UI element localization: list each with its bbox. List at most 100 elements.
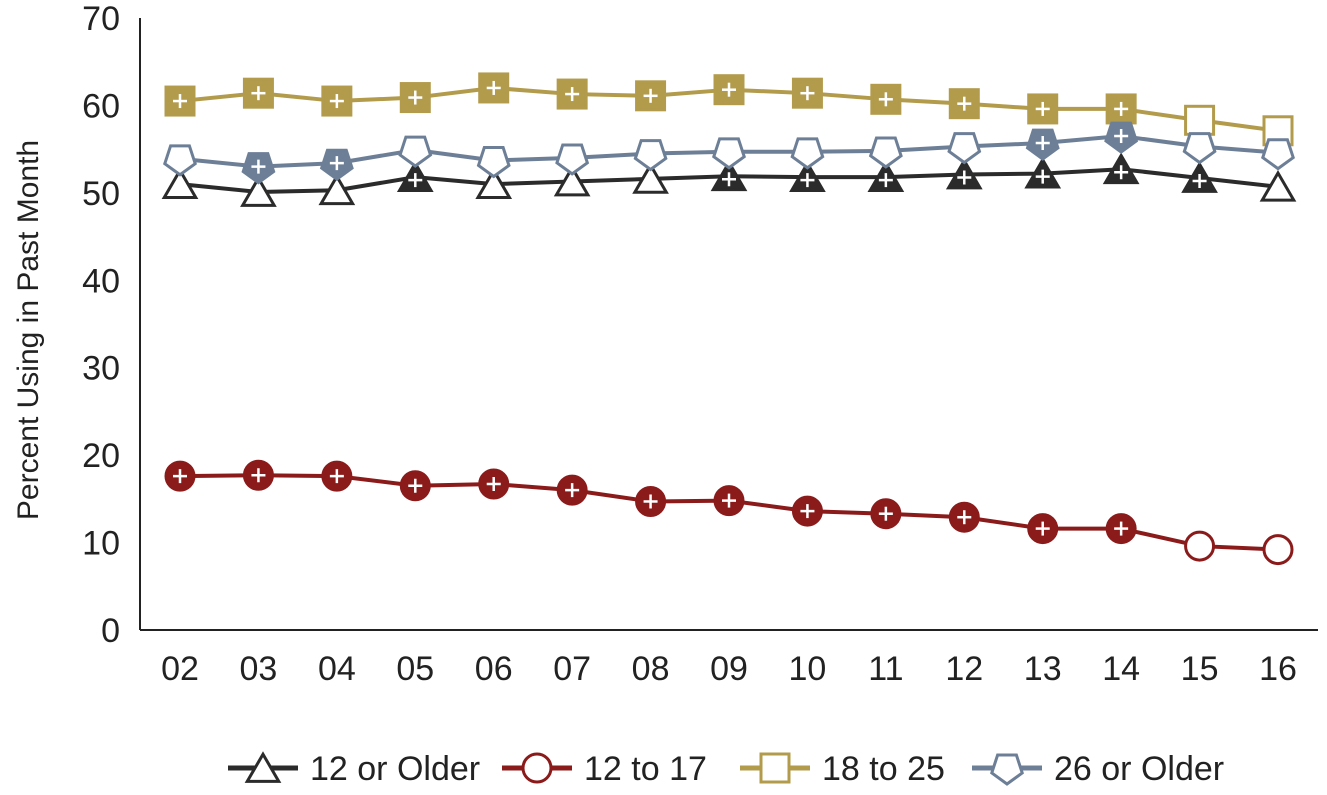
x-tick-label: 14 xyxy=(1102,650,1140,688)
significance-plus-icon xyxy=(173,469,187,484)
data-point xyxy=(318,173,356,206)
y-tick-label: 0 xyxy=(101,612,120,650)
significance-plus-icon xyxy=(251,468,266,483)
data-point xyxy=(1261,138,1295,171)
significance-plus-icon xyxy=(1192,173,1207,188)
y-tick-label: 50 xyxy=(82,175,120,213)
significance-plus-icon xyxy=(408,173,423,188)
legend-item: 26 or Older xyxy=(972,750,1224,788)
data-point xyxy=(948,88,980,120)
data-point xyxy=(478,72,510,104)
data-point xyxy=(790,137,825,170)
y-tick-labels: 0 10 20 30 40 50 60 70 xyxy=(82,0,120,650)
significance-plus-icon xyxy=(878,173,893,188)
significance-plus-icon xyxy=(1114,165,1129,180)
significance-plus-icon xyxy=(486,80,501,95)
significance-plus-icon xyxy=(408,478,423,493)
legend-marker xyxy=(990,753,1024,786)
chart-axes xyxy=(139,18,1318,631)
significance-plus-icon xyxy=(878,92,893,107)
significance-plus-icon xyxy=(251,86,266,101)
data-point xyxy=(475,167,513,199)
data-point xyxy=(633,139,668,172)
significance-plus-icon xyxy=(565,483,580,498)
legend: 12 or Older 12 to 17 18 to 25 26 or Older xyxy=(228,750,1224,788)
series-12-or-older xyxy=(161,152,1297,207)
x-tick-label: 09 xyxy=(710,650,748,688)
significance-plus-icon xyxy=(1035,521,1050,536)
data-point xyxy=(1184,530,1216,562)
significance-plus-icon xyxy=(800,504,815,519)
significance-plus-icon xyxy=(1035,101,1050,116)
significance-plus-icon xyxy=(329,94,344,109)
data-point xyxy=(163,144,197,177)
legend-label: 26 or Older xyxy=(1054,750,1224,788)
significance-plus-icon xyxy=(1035,169,1050,184)
legend-marker xyxy=(244,751,282,783)
data-point xyxy=(553,164,591,197)
x-tick-label: 15 xyxy=(1181,650,1219,688)
x-tick-label: 05 xyxy=(396,650,434,688)
data-point xyxy=(1259,170,1297,202)
x-tick-label: 08 xyxy=(632,650,670,688)
data-point xyxy=(240,175,277,207)
significance-plus-icon xyxy=(800,86,815,101)
y-tick-label: 30 xyxy=(82,350,120,388)
data-point xyxy=(1262,534,1294,566)
significance-plus-icon xyxy=(486,476,501,491)
significance-plus-icon xyxy=(957,170,972,185)
legend-label: 12 to 17 xyxy=(584,750,707,788)
x-tick-labels: 02 03 04 05 06 07 08 09 10 11 12 13 14 15 16 xyxy=(161,650,1297,688)
legend-item: 12 or Older xyxy=(228,750,480,788)
x-tick-label: 11 xyxy=(868,650,903,688)
data-point xyxy=(947,132,982,165)
y-tick-label: 60 xyxy=(82,87,120,125)
significance-plus-icon xyxy=(878,506,893,521)
legend-marker xyxy=(521,752,553,784)
significance-plus-icon xyxy=(957,510,972,525)
data-point xyxy=(555,143,590,176)
data-point xyxy=(712,137,746,170)
data-point xyxy=(1182,132,1217,165)
x-tick-label: 16 xyxy=(1259,650,1297,688)
y-tick-label: 10 xyxy=(82,525,120,563)
significance-plus-icon xyxy=(1114,521,1129,536)
x-tick-label: 02 xyxy=(161,650,199,688)
data-point xyxy=(1184,104,1216,136)
data-point xyxy=(868,136,903,169)
significance-plus-icon xyxy=(1114,129,1129,144)
legend-label: 18 to 25 xyxy=(822,750,945,788)
significance-plus-icon xyxy=(1035,136,1050,151)
data-point xyxy=(635,80,667,112)
legend-label: 12 or Older xyxy=(310,750,480,788)
y-tick-label: 40 xyxy=(82,262,120,300)
y-axis-label: Percent Using in Past Month xyxy=(12,140,45,520)
significance-plus-icon xyxy=(329,156,344,171)
significance-plus-icon xyxy=(722,172,736,187)
significance-plus-icon xyxy=(565,87,580,102)
series-26-or-older xyxy=(163,121,1295,185)
series-layer xyxy=(161,72,1297,566)
x-tick-label: 10 xyxy=(789,650,827,688)
legend-item: 18 to 25 xyxy=(740,750,945,788)
legend-marker xyxy=(759,752,791,784)
significance-plus-icon xyxy=(722,493,736,508)
y-tick-label: 70 xyxy=(82,0,120,38)
significance-plus-icon xyxy=(643,88,658,103)
x-tick-label: 07 xyxy=(553,650,591,688)
x-tick-label: 06 xyxy=(475,650,513,688)
legend-item: 12 to 17 xyxy=(502,750,707,788)
significance-plus-icon xyxy=(173,94,187,109)
x-tick-label: 03 xyxy=(240,650,278,688)
significance-plus-icon xyxy=(329,469,344,484)
data-point xyxy=(632,162,669,194)
data-point xyxy=(476,146,511,179)
significance-plus-icon xyxy=(722,82,736,97)
significance-plus-icon xyxy=(643,494,658,509)
significance-plus-icon xyxy=(957,96,972,111)
significance-plus-icon xyxy=(1114,101,1129,116)
data-point xyxy=(161,167,199,199)
significance-plus-icon xyxy=(408,90,423,105)
data-point xyxy=(321,85,353,117)
